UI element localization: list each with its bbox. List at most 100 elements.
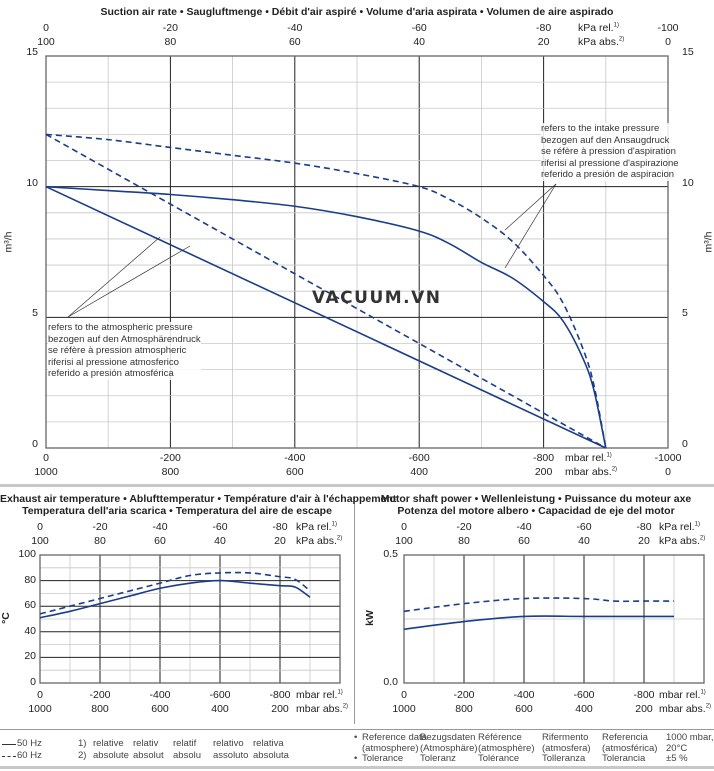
bottom-rel-tick: -600 (408, 452, 430, 464)
bottom-rel-tick: 0 (43, 452, 49, 464)
temp-chart-title: Exhaust air temperature • Ablufttemperat… (0, 493, 397, 517)
footnote-word: absolu (173, 750, 201, 761)
top-rel-unit-text: kPa rel. (296, 521, 332, 533)
bottom-abs-tick: 600 (515, 703, 533, 715)
bottom-rel-tick: 0 (37, 689, 43, 701)
bottom-abs-tick: 200 (271, 703, 289, 715)
top-abs-unit-footnote: 2) (618, 36, 625, 43)
top-rel-unit: kPa rel.1) (296, 521, 337, 533)
top-rel-tick: -40 (152, 521, 168, 533)
bottom-abs-unit: mbar abs.2) (565, 466, 617, 478)
annotation-atmospheric-line: se réfère à pression atmospheric (48, 345, 187, 356)
bottom-rel-tick: -400 (513, 689, 535, 701)
annotation-atmospheric-line: refers to the atmospheric pressure (48, 322, 193, 333)
bottom-rel-tick: -600 (209, 689, 231, 701)
power-series-50hz-line (403, 615, 674, 631)
top-rel-unit: kPa rel.1) (659, 521, 700, 533)
reference-cell: Referencia (602, 732, 648, 743)
power-title-line: Motor shaft power • Wellenleistung • Pui… (380, 493, 692, 505)
annotation-intake-line: riferisi al pressione d'aspirazione (541, 157, 679, 169)
top-rel-unit-text: kPa rel. (578, 22, 614, 34)
power-plot-frame (403, 554, 705, 684)
y-tick: 40 (24, 624, 36, 637)
footnote-row: 1) relative relativ relatif relativo rel… (78, 738, 293, 750)
reference-row: (atmosphere) (Atmosphäre) (atmosphère) (… (354, 742, 714, 755)
y-tick: 0.0 (383, 676, 398, 688)
annotation-intake: refers to the intake pressure bezogen au… (541, 123, 679, 181)
top-abs-tick: 20 (274, 535, 286, 547)
dashed-line-icon (2, 755, 16, 757)
reference-cell: 20°C (666, 742, 688, 754)
footnote-word: relatif (173, 738, 197, 749)
top-rel-unit-footnote: 1) (694, 521, 700, 528)
reference-cell: Rifermento (542, 732, 589, 743)
top-abs-tick: 0 (665, 36, 671, 48)
top-rel-tick: -40 (287, 22, 303, 34)
annotation-intake-line: se réfère à pression d'aspiration (541, 146, 676, 157)
bottom-abs-tick: 600 (151, 703, 169, 715)
y-tick: 80 (24, 573, 36, 586)
watermark: VACUUM.VN (312, 288, 442, 308)
legend-item-50hz: 50 Hz (2, 738, 42, 750)
top-abs-tick: 100 (37, 36, 55, 48)
y-tick-right: 10 (682, 176, 694, 189)
bottom-abs-tick: 600 (286, 466, 304, 478)
bottom-rel-unit-footnote: 1) (337, 689, 343, 696)
separator-vertical (354, 496, 355, 724)
bottom-rel-tick: -800 (533, 452, 555, 464)
reference-cell: Reference data (362, 732, 427, 743)
top-rel-tick: 0 (401, 521, 407, 533)
y-tick-right: 5 (682, 307, 688, 320)
y-tick-right: 0 (682, 438, 688, 450)
temp-title-line: Exhaust air temperature • Ablufttemperat… (0, 493, 397, 505)
top-rel-unit-footnote: 1) (331, 521, 337, 528)
top-abs-tick: 80 (458, 535, 470, 547)
annotation-atmospheric: refers to the atmospheric pressure bezog… (48, 322, 201, 380)
bottom-rel-tick: -600 (573, 689, 595, 701)
bottom-abs-unit-text: mbar abs. (659, 703, 706, 715)
footnote-num: 2) (78, 750, 87, 761)
main-series-60hz-line (45, 133, 607, 449)
main-series-50hz-line (45, 185, 607, 449)
footnote-word: absolute (93, 750, 129, 761)
annotation-intake-leader (504, 183, 557, 269)
bottom-rel-unit-text: mbar rel. (565, 452, 607, 464)
reference-row: • Tolerance Toleranz Tolérance Tolleranz… (354, 753, 714, 765)
legend-label: 50 Hz (17, 738, 42, 749)
bottom-abs-tick: 800 (161, 466, 180, 478)
top-rel-unit-text: kPa rel. (659, 521, 695, 533)
bottom-rel-unit: mbar rel.1) (296, 689, 343, 701)
footnote-word: absoluta (253, 750, 289, 761)
reference-cell: Bezugsdaten (420, 732, 476, 743)
y-tick-left: 5 (32, 307, 38, 320)
legend-series: 50 Hz 60 Hz (2, 738, 42, 762)
reference-cell: ±5 % (666, 753, 688, 764)
top-rel-tick: -60 (212, 521, 228, 533)
bottom-rel-unit-footnote: 1) (606, 452, 612, 459)
y-tick: 100 (18, 548, 36, 560)
top-abs-tick: 60 (518, 535, 530, 547)
top-abs-tick: 60 (154, 535, 166, 547)
top-abs-tick: 60 (288, 36, 301, 48)
top-abs-tick: 40 (413, 36, 426, 48)
top-rel-tick: -20 (92, 521, 108, 533)
reference-cell: 1000 mbar, (666, 732, 714, 743)
temp-y-label: °C (0, 612, 12, 624)
top-rel-tick: -80 (636, 521, 652, 533)
bottom-rel-tick: -200 (89, 689, 111, 701)
annotation-intake-line: bezogen auf den Ansaugdruck (541, 134, 670, 146)
bottom-abs-tick: 0 (665, 466, 671, 478)
bottom-abs-tick: 1000 (392, 703, 416, 715)
top-abs-unit: kPa abs.2) (659, 535, 705, 547)
footnote-word: assoluto (213, 750, 249, 761)
bottom-abs-unit: mbar abs.2) (659, 703, 711, 715)
top-rel-tick: 0 (43, 22, 49, 34)
bottom-abs-unit-text: mbar abs. (565, 466, 612, 478)
top-rel-tick: 0 (37, 521, 43, 533)
bottom-rel-tick: -400 (149, 689, 171, 701)
bottom-abs-tick: 200 (534, 466, 553, 478)
annotation-atmospheric-line: bezogen auf den Atmosphärendruck (48, 333, 201, 345)
bottom-rel-unit-text: mbar rel. (296, 689, 338, 701)
power-series-60hz-line (403, 597, 674, 613)
